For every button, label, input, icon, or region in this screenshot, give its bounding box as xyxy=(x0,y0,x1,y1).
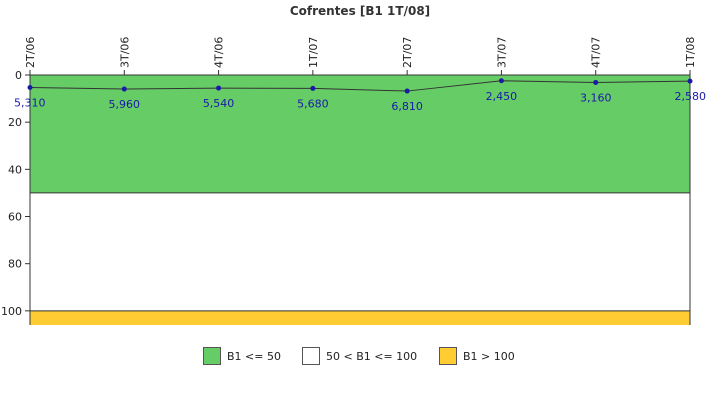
legend-swatch-white xyxy=(302,347,320,365)
legend-item-band-3: B1 > 100 xyxy=(439,345,515,367)
series-line xyxy=(29,80,691,92)
y-tick-label: 40 xyxy=(8,163,22,176)
x-tick-label: 4T/06 xyxy=(213,37,226,68)
data-point xyxy=(310,85,316,91)
data-point xyxy=(593,79,599,85)
legend-label-band-1: B1 <= 50 xyxy=(227,349,281,363)
band-3 xyxy=(30,310,690,325)
chart-title: Cofrentes [B1 1T/08] xyxy=(290,4,430,18)
data-label: 3,160 xyxy=(580,91,612,104)
x-tick-label: 3T/07 xyxy=(495,37,508,68)
data-label: 5,310 xyxy=(14,97,46,110)
y-tick-label: 100 xyxy=(1,305,22,318)
legend-label-band-2: 50 < B1 <= 100 xyxy=(326,349,418,363)
legend-label-band-3: B1 > 100 xyxy=(463,349,515,363)
data-label: 5,680 xyxy=(297,97,329,110)
x-tick-label: 2T/07 xyxy=(401,37,414,68)
legend-item-band-1: B1 <= 50 xyxy=(203,345,281,367)
band-1 xyxy=(30,75,690,193)
data-point xyxy=(687,78,693,84)
y-tick-label: 20 xyxy=(8,116,22,129)
legend: B1 <= 50 50 < B1 <= 100 B1 > 100 xyxy=(0,345,720,367)
data-label: 5,540 xyxy=(203,97,235,110)
data-point xyxy=(121,86,127,92)
data-point xyxy=(27,85,33,91)
data-point xyxy=(498,78,504,84)
y-tick-label: 80 xyxy=(8,258,22,271)
x-tick-label: 1T/07 xyxy=(307,37,320,68)
legend-swatch-green xyxy=(203,347,221,365)
data-label: 5,960 xyxy=(109,98,141,111)
data-label: 6,810 xyxy=(391,100,423,113)
legend-item-band-2: 50 < B1 <= 100 xyxy=(302,345,417,367)
data-label: 2,450 xyxy=(486,90,518,103)
legend-swatch-yellow xyxy=(439,347,457,365)
y-tick-label: 0 xyxy=(15,69,22,82)
y-tick-label: 60 xyxy=(8,211,22,224)
band-2 xyxy=(30,192,690,311)
x-tick-label: 1T/08 xyxy=(684,37,697,68)
data-point xyxy=(216,85,222,91)
x-tick-label: 3T/06 xyxy=(118,37,131,68)
x-tick-label: 2T/06 xyxy=(24,37,37,68)
data-point xyxy=(404,88,410,94)
x-tick-label: 4T/07 xyxy=(590,37,603,68)
data-label: 2,580 xyxy=(675,90,707,103)
